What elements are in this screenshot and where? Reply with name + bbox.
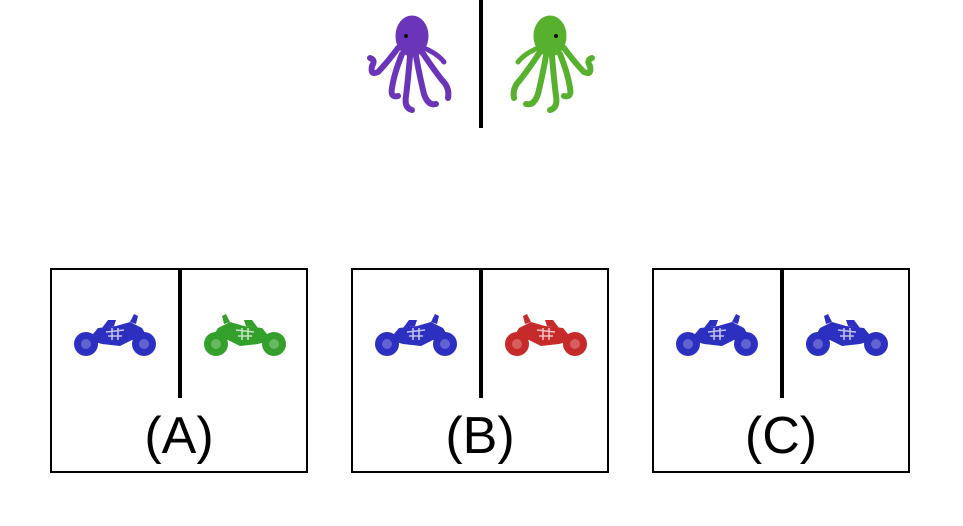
option-c-box[interactable]: (C) <box>652 268 910 473</box>
option-label: (C) <box>744 407 818 465</box>
option-divider <box>178 270 182 398</box>
option-b-box[interactable]: (B) <box>351 268 609 473</box>
option-label: (B) <box>445 407 515 465</box>
option-label: (A) <box>144 407 214 465</box>
option-divider <box>780 270 784 398</box>
octopus-icon <box>510 15 595 113</box>
octopus-icon <box>367 15 452 113</box>
option-divider <box>479 270 483 398</box>
option-a-box[interactable]: (A) <box>50 268 308 473</box>
motorcycle-icon <box>505 314 587 356</box>
motorcycle-icon <box>806 314 888 356</box>
motorcycle-icon <box>204 314 286 356</box>
motorcycle-icon <box>375 314 457 356</box>
motorcycle-icon <box>676 314 758 356</box>
motorcycle-icon <box>74 314 156 356</box>
top-divider <box>479 0 483 128</box>
